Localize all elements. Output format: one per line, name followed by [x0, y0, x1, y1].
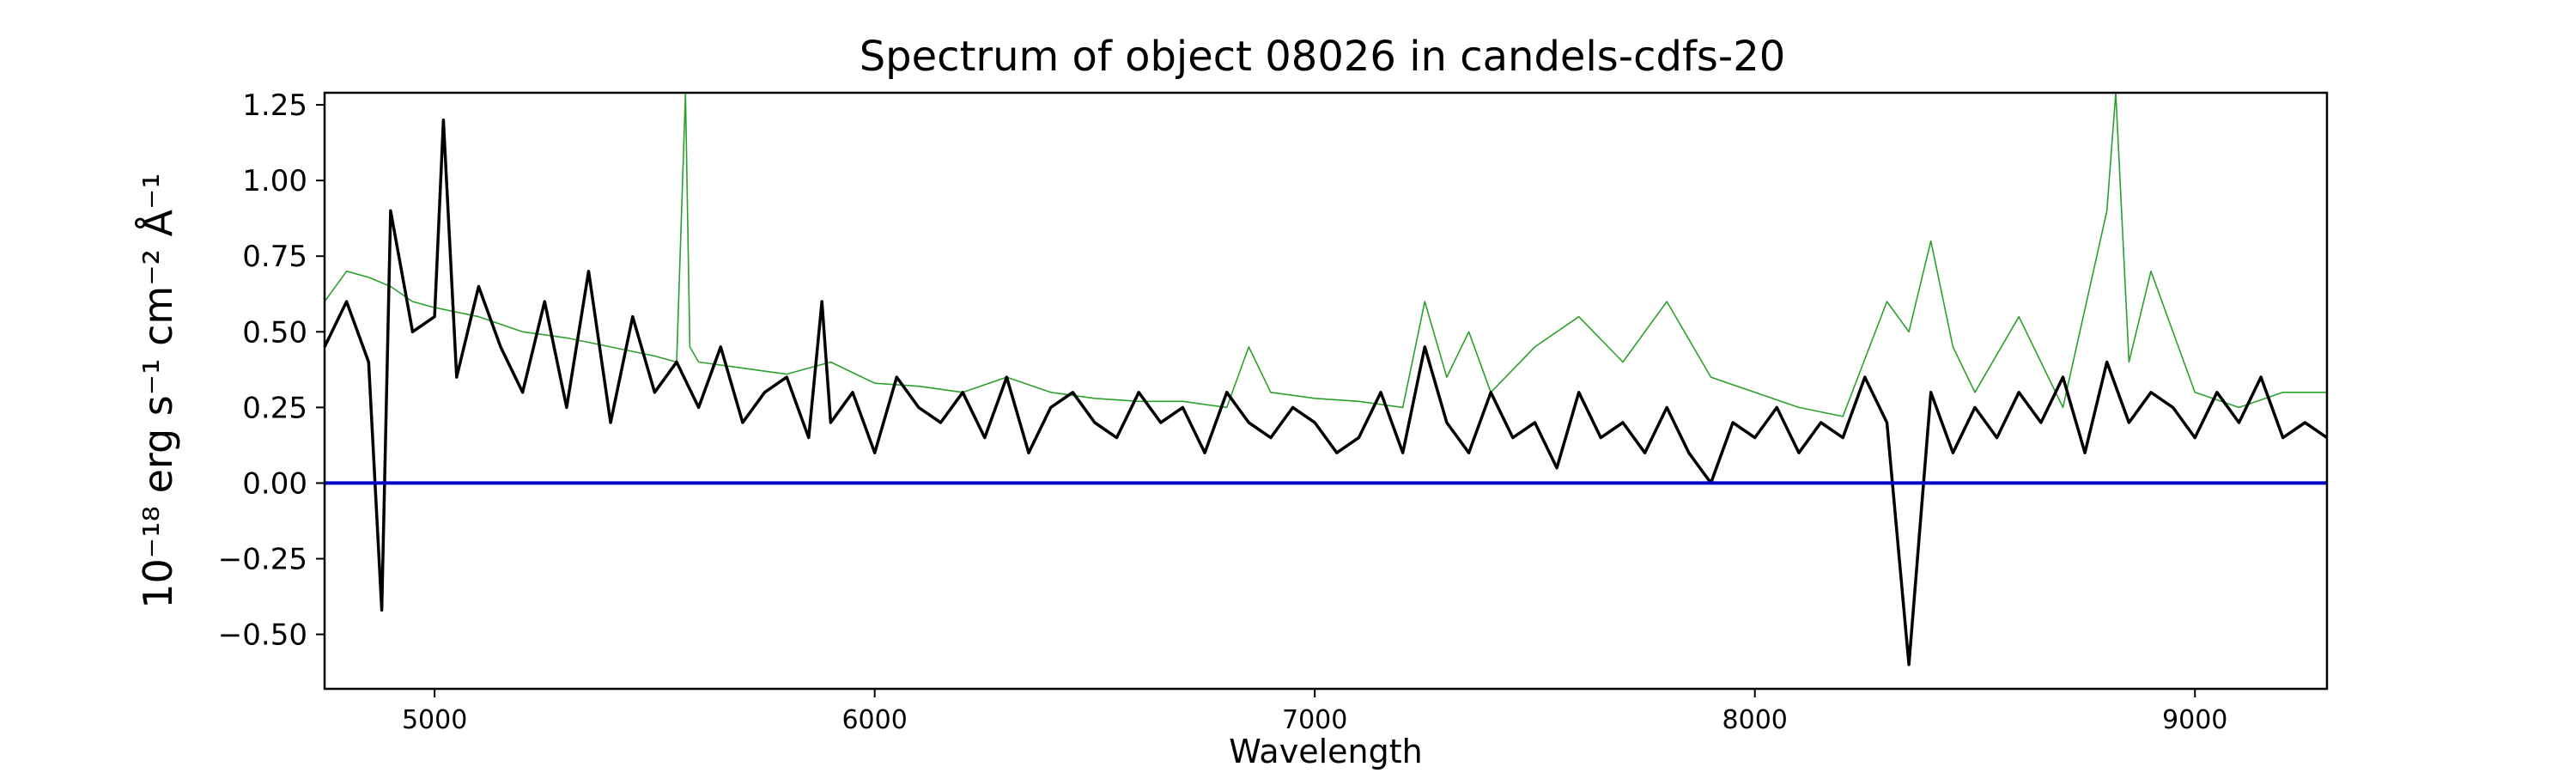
x-tick-label: 8000 — [1722, 705, 1788, 735]
x-tick-label: 6000 — [841, 705, 907, 735]
y-tick-label: 0.00 — [242, 466, 307, 501]
series-layer — [323, 92, 2328, 666]
y-tick-label: 0.75 — [242, 240, 307, 274]
x-axis: 5000 6000 7000 8000 9000 — [402, 689, 2227, 735]
y-tick-label: −0.50 — [218, 618, 307, 653]
y-tick-label: 0.50 — [242, 315, 307, 350]
y-tick-label: 1.00 — [242, 164, 307, 198]
chart-title: Spectrum of object 08026 in candels-cdfs… — [860, 33, 1786, 81]
y-tick-label: 1.25 — [242, 88, 307, 123]
y-tick-label: −0.25 — [218, 543, 307, 577]
series-line-flux — [323, 118, 2328, 666]
y-tick-label: 0.25 — [242, 391, 307, 425]
series-line-error — [324, 92, 2327, 417]
x-tick-label: 5000 — [402, 705, 467, 735]
y-axis-label: 10⁻¹⁸ erg s⁻¹ cm⁻² Å⁻¹ — [135, 173, 181, 608]
plot-frame — [323, 91, 2329, 691]
x-tick-label: 7000 — [1282, 705, 1347, 735]
x-tick-label: 9000 — [2162, 705, 2227, 735]
plot-area — [323, 91, 2329, 691]
y-axis: −0.50 −0.25 0.00 0.25 0.50 0.75 1.00 1.25 — [218, 88, 325, 653]
x-axis-label: Wavelength — [1229, 733, 1422, 770]
